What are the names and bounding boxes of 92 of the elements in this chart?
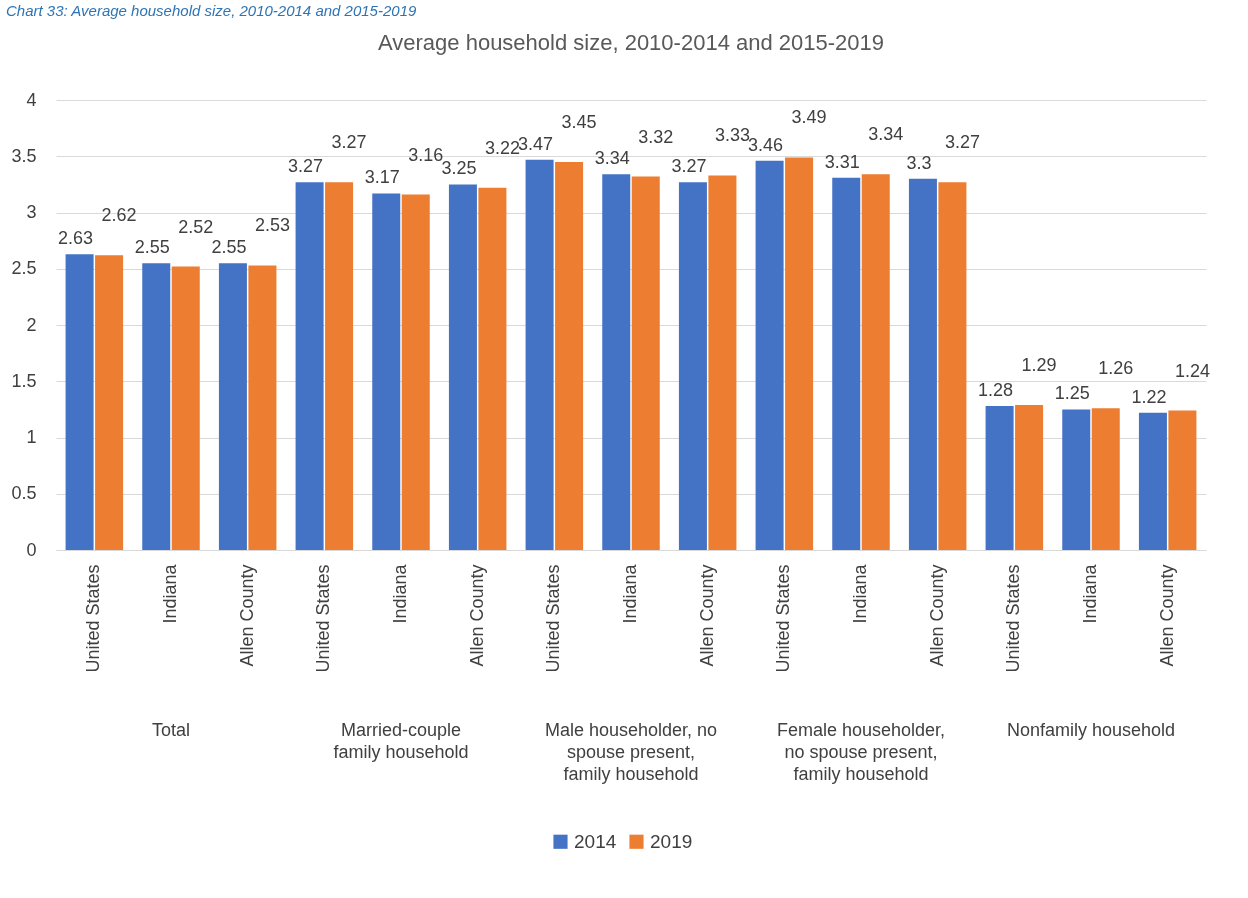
text: Total [151,720,191,740]
bar [525,159,554,550]
data-label: 1.22 [1131,386,1167,407]
data-label: 2.52 [178,216,214,237]
bar [1168,410,1197,550]
y-tick-label: 2 [26,314,37,335]
bar [478,187,507,550]
bar [248,265,277,550]
data-label: 3.31 [824,151,860,172]
data-label: 2.63 [58,228,94,249]
x-tick-label: Allen County [1156,564,1177,667]
data-label: 3.45 [561,111,597,132]
x-tick-label: United States [773,564,794,673]
x-tick-label: United States [543,564,564,673]
data-label: 3.49 [791,107,827,128]
bar [218,263,247,550]
data-label: 3.27 [944,132,980,153]
data-label: 3.34 [594,148,630,169]
bar [861,174,890,550]
bar [95,255,124,550]
data-label: 1.25 [1054,383,1090,404]
data-label: 2.62 [101,205,137,226]
bar [142,263,171,550]
bar [708,175,737,550]
x-tick-label: Allen County [926,564,947,667]
chart-title: Average household size, 2010-2014 and 2015-2019 [378,30,884,55]
x-tick-label: United States [1003,564,1024,673]
bar [325,182,354,550]
bar [1015,404,1044,550]
data-label: 3.32 [638,126,674,147]
x-tick-label: Allen County [466,564,487,667]
bar [448,184,477,550]
bar [785,157,814,550]
y-tick-label: 4 [26,89,37,110]
data-label: 3.27 [288,156,324,177]
bar [832,177,861,550]
x-tick-label: United States [313,564,334,673]
text: Nonfamily household [1006,720,1176,740]
bar [295,182,324,550]
x-tick-label: Indiana [1080,563,1100,624]
legend-label: 2014 [574,830,617,852]
data-label: 2.55 [134,237,170,258]
data-label: 3.33 [714,125,750,146]
data-label: 1.28 [978,380,1014,400]
bar [631,176,660,550]
data-label: 1.26 [1098,358,1134,379]
data-label: 3.47 [518,133,554,154]
y-tick-label: 1.5 [11,370,37,391]
text: Female householder, no spouse present, family household [776,720,946,784]
x-tick-label: Allen County [696,564,717,667]
bar [938,182,967,550]
x-tick-label: Indiana [160,563,180,624]
x-tick-label: Indiana [620,563,640,624]
text: Married-couple family household [333,720,469,762]
data-label: 3.27 [331,132,367,153]
y-tick-label: 3 [26,202,37,222]
legend-label: 2019 [650,830,693,852]
data-label: 3.46 [748,134,784,155]
data-label: 2.53 [254,215,290,236]
bar [401,194,430,550]
data-label: 3.17 [364,167,400,188]
bar [678,182,707,550]
x-tick-label: Indiana [850,563,870,624]
bar [372,193,401,550]
y-tick-label: 2.5 [11,258,37,279]
y-tick-label: 0.5 [11,483,37,504]
x-tick-label: United States [83,564,104,673]
bar [65,254,94,550]
x-tick-label: Allen County [236,564,257,667]
bar [1062,409,1091,550]
bar [985,406,1014,550]
data-label: 3.34 [868,124,904,145]
bar [602,174,631,550]
y-tick-label: 3.5 [11,145,37,166]
data-label: 3.3 [906,152,932,173]
data-label: 3.27 [671,156,707,177]
data-label: 1.24 [1174,360,1210,381]
x-tick-label: Indiana [390,563,410,624]
data-label: 3.22 [484,137,520,158]
data-label: 1.29 [1021,354,1057,375]
text: Male householder, no spouse present, family household [544,720,718,784]
bar [1091,408,1120,550]
data-label: 2.55 [211,237,247,258]
y-tick-label: 1 [26,427,37,447]
data-label: 3.25 [441,158,477,179]
bar [755,160,784,550]
y-tick-label: 0 [26,539,37,560]
chart-subtitle: Chart 33: Average household size, 2010-2014 and 2015-2019 [5,1,418,21]
bar [1138,412,1167,550]
bar [171,266,200,550]
bar [555,161,584,550]
bar [908,178,937,550]
